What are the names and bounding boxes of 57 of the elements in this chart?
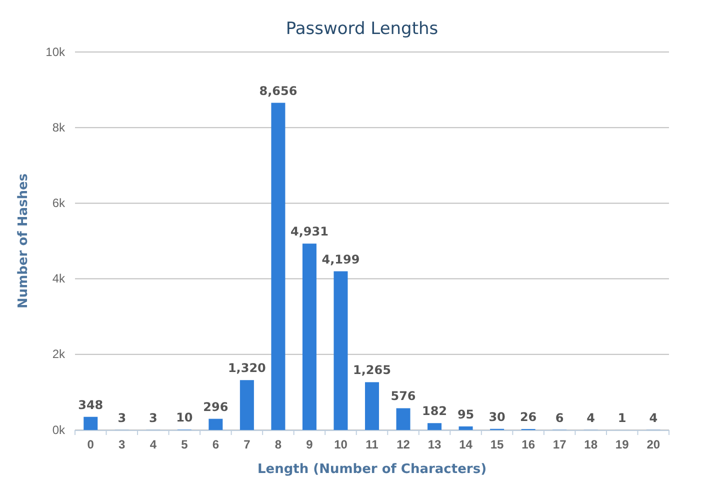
x-tick-label: 0 (87, 438, 94, 452)
data-label: 576 (390, 389, 416, 404)
data-label: 4 (586, 410, 596, 425)
bar (396, 408, 410, 430)
bar (365, 382, 379, 430)
bar (240, 380, 254, 430)
x-tick-label: 11 (366, 438, 379, 452)
x-tick-label: 20 (646, 438, 660, 452)
data-label: 3 (148, 410, 158, 425)
data-label: 3 (118, 410, 126, 425)
y-tick-label: 4k (52, 272, 66, 286)
data-label: 95 (457, 407, 474, 422)
x-tick-label: 16 (522, 438, 536, 452)
x-tick-label: 8 (274, 438, 282, 452)
y-tick-label: 10k (46, 44, 66, 59)
x-tick-label: 13 (428, 438, 442, 452)
data-label: 296 (203, 400, 228, 414)
data-label: 4,199 (322, 252, 360, 266)
data-label: 10 (176, 410, 193, 425)
data-label: 1,265 (353, 363, 391, 378)
x-tick-label: 19 (615, 438, 630, 452)
x-tick-label: 12 (396, 438, 410, 452)
data-label: 4,931 (290, 224, 328, 239)
data-label: 182 (422, 404, 448, 418)
data-label: 348 (78, 398, 104, 412)
x-tick-label: 7 (244, 438, 251, 452)
bar (84, 416, 98, 430)
data-label: 8,656 (259, 84, 298, 98)
y-tick-label: 8k (52, 120, 66, 134)
chart-title: Password Lengths (286, 19, 438, 39)
bar (302, 244, 316, 430)
x-tick-label: 3 (118, 438, 126, 452)
x-tick-label: 9 (306, 438, 314, 452)
x-axis-title: Length (Number of Characters) (257, 462, 487, 477)
data-label: 4 (649, 410, 658, 425)
x-tick-label: 10 (334, 438, 348, 452)
y-axis-title: Number of Hashes (16, 173, 31, 309)
y-tick-label: 6k (52, 196, 66, 210)
x-tick-label: 17 (552, 438, 567, 452)
bar (458, 426, 473, 430)
x-tick-label: 6 (212, 438, 220, 452)
y-tick-label: 2k (52, 347, 66, 362)
data-label: 1 (618, 410, 626, 425)
data-label: 6 (555, 410, 564, 425)
data-label: 26 (520, 410, 537, 424)
y-tick-label: 0k (52, 422, 66, 437)
data-label: 1,320 (228, 361, 266, 376)
bar (334, 271, 348, 430)
x-tick-label: 14 (459, 438, 473, 452)
x-tick-label: 4 (150, 438, 157, 452)
x-tick-label: 15 (490, 438, 504, 452)
bar (271, 102, 286, 430)
bar (428, 423, 442, 430)
bar (208, 418, 223, 430)
x-tick-label: 5 (181, 438, 188, 452)
data-label: 30 (488, 410, 506, 424)
x-tick-label: 18 (584, 438, 598, 452)
